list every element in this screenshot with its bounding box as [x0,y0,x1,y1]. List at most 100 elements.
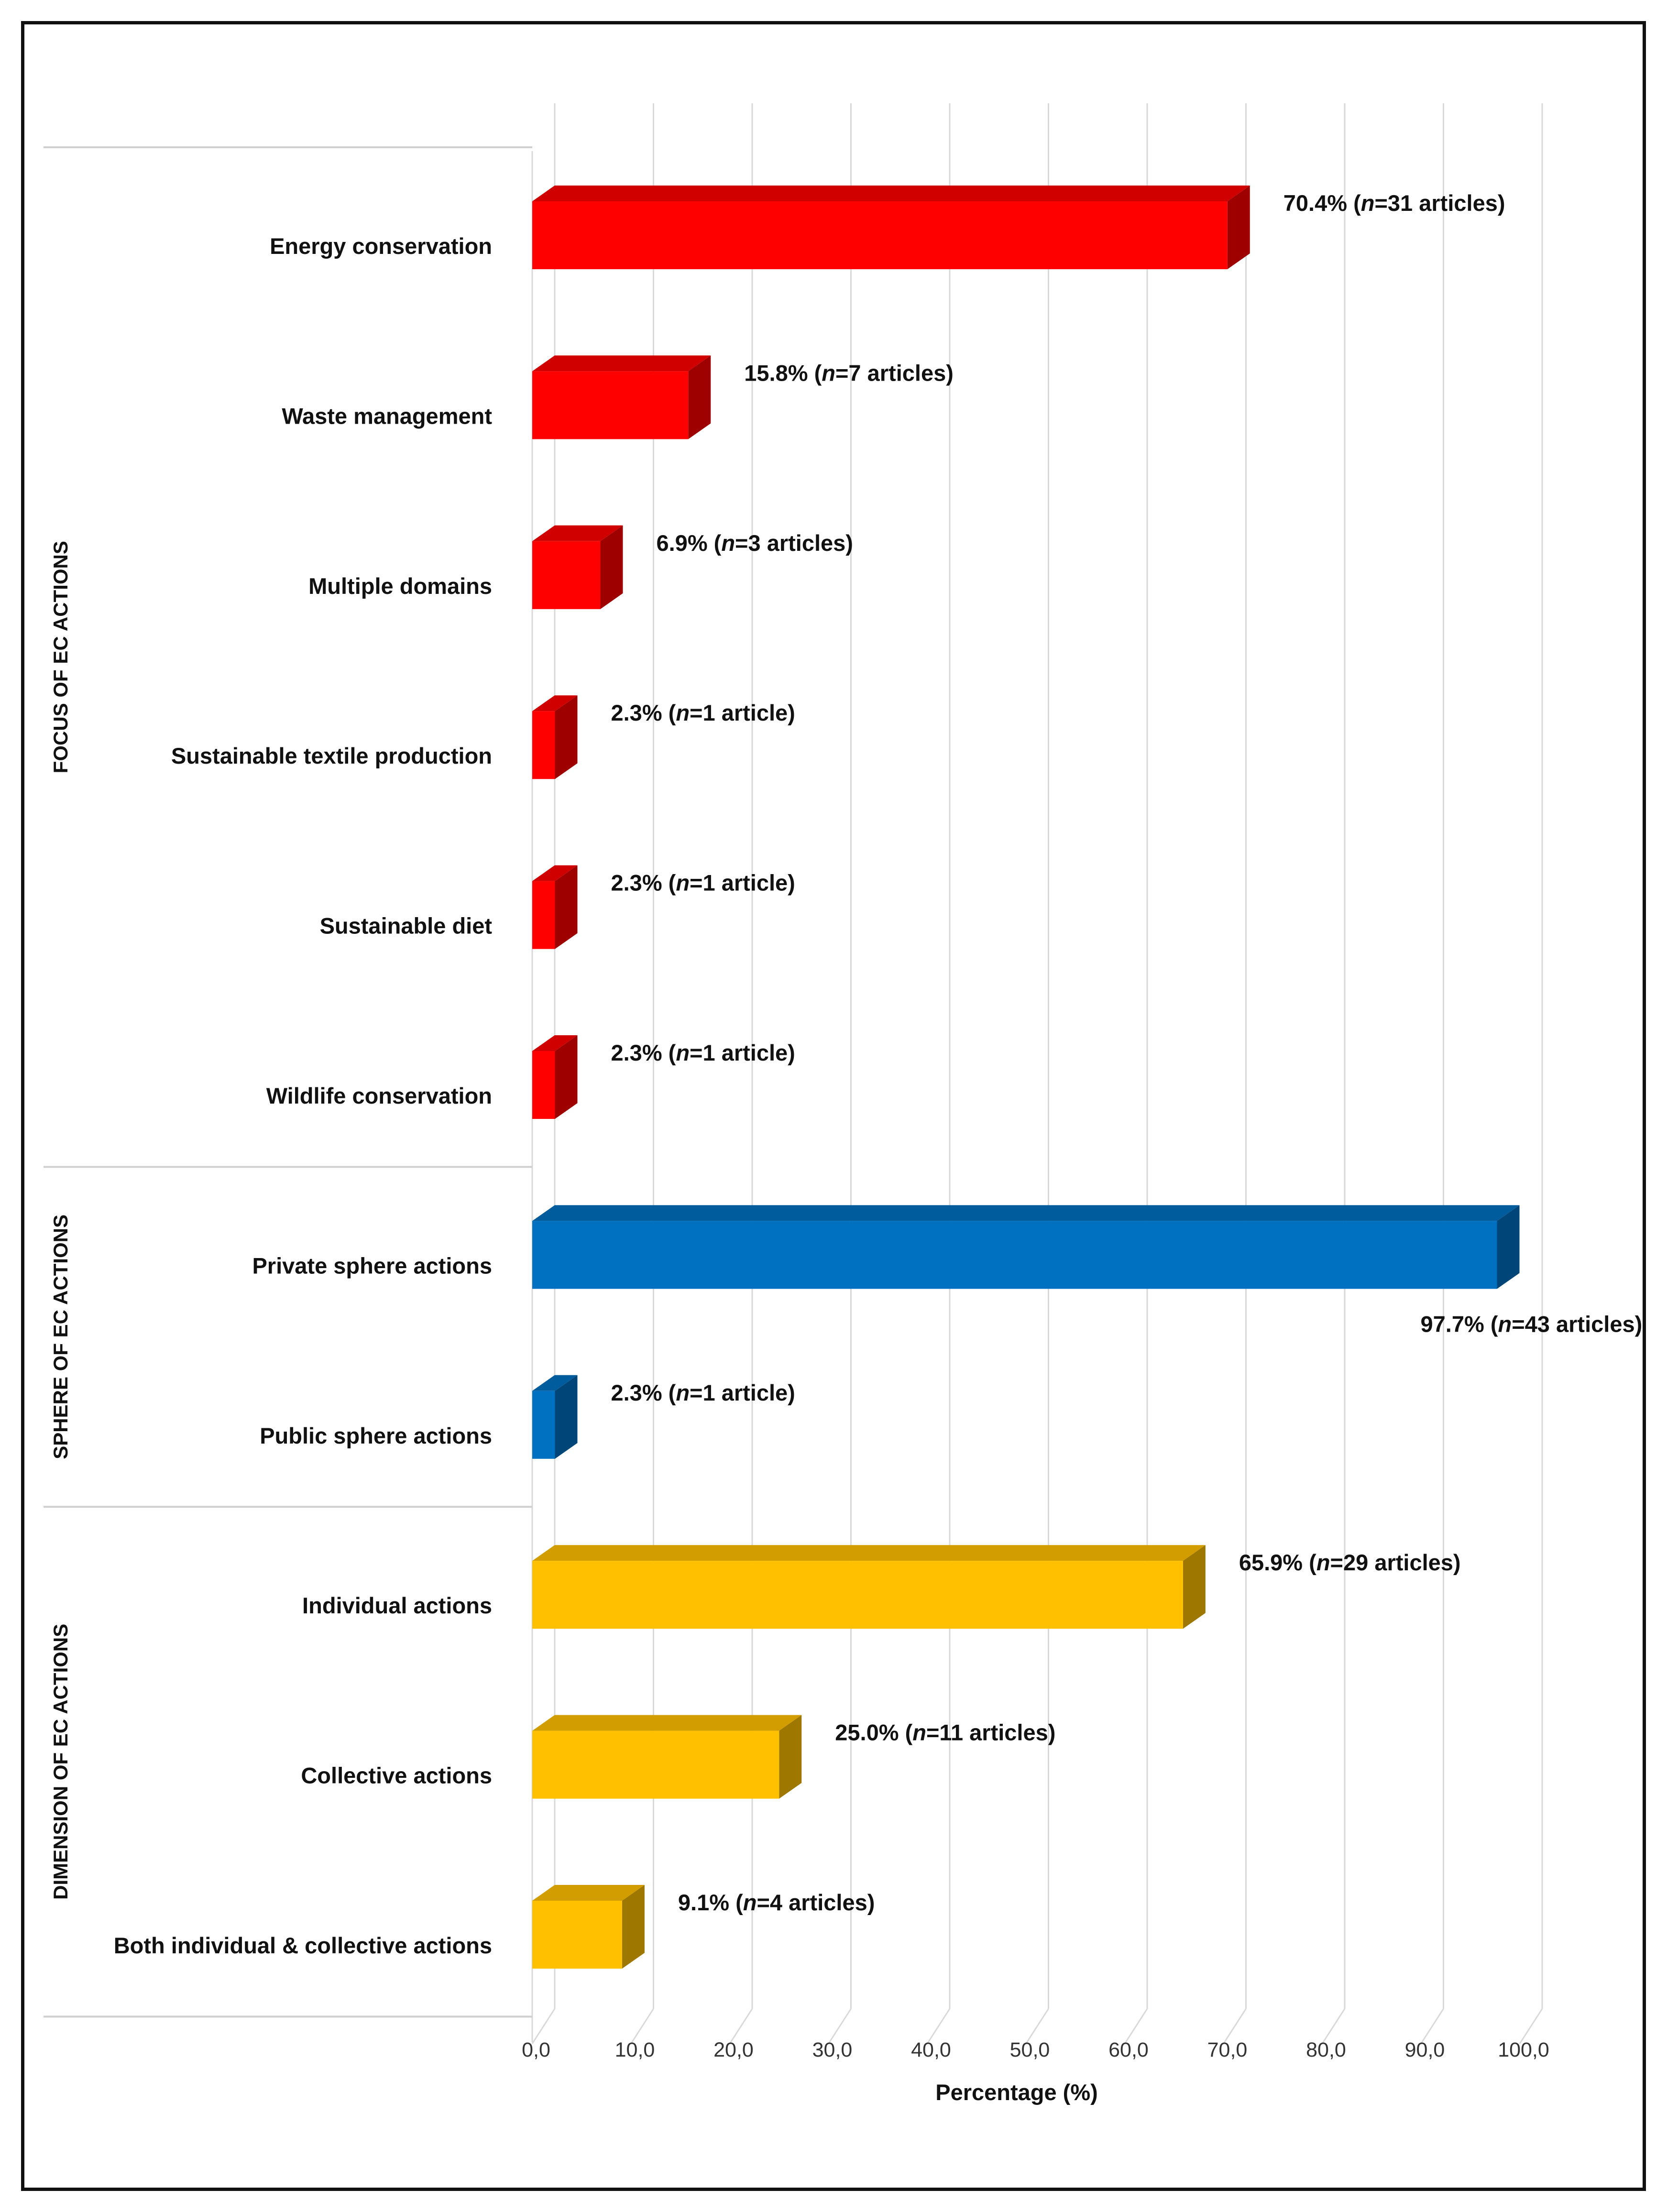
value-label: 97.7% (n=43 articles) [1421,1311,1643,1336]
bar-top [532,865,578,881]
bar-layer: Energy conservation 70.4% (n=31 articles)… [114,186,1643,1969]
x-tick-label: 30,0 [812,2038,853,2061]
x-tick-label: 40,0 [911,2038,951,2061]
bar-side [1183,1545,1206,1629]
value-label-pct: 15.8% ( [744,360,822,385]
value-label: 65.9% (n=29 articles) [1239,1550,1461,1575]
bar [532,881,555,949]
gridline-floor [1025,2008,1049,2044]
value-label-pct: 2.3% ( [611,1040,676,1065]
bar [532,1730,779,1799]
bar [532,711,555,779]
bar-top [532,1205,1520,1221]
value-label: 70.4% (n=31 articles) [1283,190,1505,216]
value-label-pct: 25.0% ( [835,1720,912,1745]
value-label-n: n [912,1720,926,1745]
category-label: Individual actions [302,1593,492,1618]
value-label: 15.8% (n=7 articles) [744,360,954,385]
gridline-floor [1321,2008,1346,2044]
bar-side [555,1035,578,1119]
x-tick-label: 20,0 [713,2038,754,2061]
x-tick-label: 90,0 [1405,2038,1445,2061]
bar [532,1561,1183,1629]
gridline-floor [1223,2008,1247,2044]
gridline-floor [1519,2008,1543,2044]
category-label: Wildlife conservation [266,1083,492,1108]
value-label-count: =4 articles) [757,1890,875,1915]
gridline-floor [531,2008,556,2044]
bar-top [532,695,578,712]
bar [532,1221,1497,1289]
category-label: Waste management [282,403,492,428]
bar-top [532,1885,645,1901]
bar-top [532,1375,578,1391]
bar-top [532,525,623,541]
value-label-pct: 97.7% ( [1421,1311,1498,1336]
chart-frame: FOCUS OF EC ACTIONS SPHERE OF EC ACTIONS D… [21,21,1646,2191]
value-label-count: =7 articles) [835,360,954,385]
x-tick-label: 60,0 [1108,2038,1149,2061]
value-label: 2.3% (n=1 article) [611,1040,795,1065]
x-tick-label: 10,0 [615,2038,655,2061]
value-label-pct: 70.4% ( [1283,190,1361,216]
value-label-count: =1 article) [690,700,795,725]
gridline-floor [729,2008,753,2044]
bar [532,1391,555,1459]
value-label-pct: 2.3% ( [611,1380,676,1405]
value-label-n: n [743,1890,757,1915]
value-label-count: =11 articles) [926,1720,1055,1745]
category-label: Private sphere actions [252,1253,492,1278]
gridline-floor [828,2008,852,2044]
value-label-n: n [1316,1550,1330,1575]
category-label: Sustainable diet [320,913,493,939]
category-label: Multiple domains [308,573,492,599]
value-label-pct: 65.9% ( [1239,1550,1316,1575]
value-label-n: n [676,700,690,725]
bar-side [555,1375,578,1459]
value-label-count: =43 articles) [1512,1311,1642,1336]
gridline-floor [1124,2008,1148,2044]
value-label-n: n [1498,1311,1512,1336]
x-tick-label: 50,0 [1010,2038,1050,2061]
value-label: 9.1% (n=4 articles) [678,1890,875,1915]
bar [532,201,1228,269]
group-label: SPHERE OF EC ACTIONS [49,1215,72,1459]
category-label: Sustainable textile production [171,743,492,768]
x-tick-label: 0,0 [522,2038,550,2061]
category-label: Public sphere actions [260,1423,492,1448]
category-label: Both individual & collective actions [114,1933,492,1958]
category-label: Energy conservation [270,233,492,259]
bar-side [555,865,578,949]
bar-side [1497,1205,1520,1289]
x-tick-label: 70,0 [1207,2038,1248,2061]
bar [532,1901,622,1969]
value-label-n: n [822,360,835,385]
value-label-pct: 6.9% ( [656,530,721,556]
bar-top [532,1545,1206,1561]
value-label: 2.3% (n=1 article) [611,1380,795,1405]
tick-layer: 0,0 10,0 20,0 30,0 40,0 50,0 60,0 70,0 80,0 90,0 1… [522,2038,1549,2061]
bar-side [688,355,711,439]
bar-side [600,525,623,609]
value-label-pct: 9.1% ( [678,1890,743,1915]
value-label: 2.3% (n=1 article) [611,700,795,725]
bar-side [622,1885,645,1969]
gridline-floor [1420,2008,1444,2044]
gridline-floor [630,2008,654,2044]
x-tick-label: 100,0 [1498,2038,1549,2061]
value-label-n: n [1361,190,1375,216]
value-label-count: =1 article) [690,1380,795,1405]
chart-svg: FOCUS OF EC ACTIONS SPHERE OF EC ACTIONS D… [44,103,1643,2105]
group-layer: FOCUS OF EC ACTIONS SPHERE OF EC ACTIONS D… [44,146,532,2018]
value-label-count: =1 article) [690,1040,795,1065]
x-axis-title: Percentage (%) [935,2080,1098,2105]
bar-top [532,1035,578,1051]
category-label: Collective actions [301,1763,492,1788]
value-label-count: =3 articles) [735,530,853,556]
value-label-n: n [676,1040,690,1065]
bar-side [555,695,578,779]
bar [532,1051,555,1119]
value-label-pct: 2.3% ( [611,870,676,896]
bar-top [532,355,711,372]
value-label-n: n [721,530,735,556]
